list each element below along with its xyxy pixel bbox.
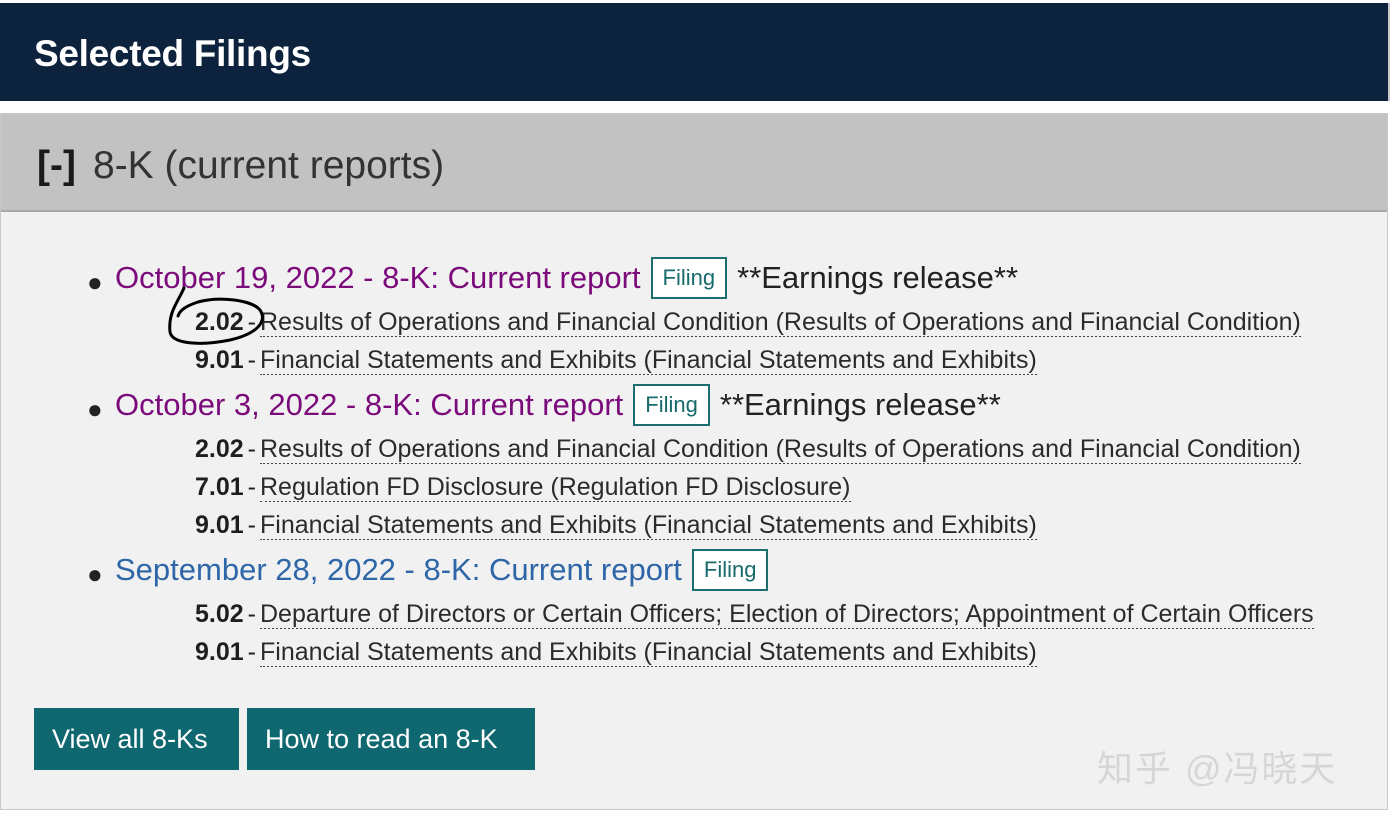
filing-entry: September 28, 2022 - 8-K: Current report… [115, 549, 769, 591]
filing-link[interactable]: October 19, 2022 - 8-K: Current report [115, 260, 641, 295]
filing-link[interactable]: September 28, 2022 - 8-K: Current report [115, 552, 682, 587]
filing-entry: October 19, 2022 - 8-K: Current report F… [115, 257, 1018, 299]
section-title[interactable]: 8-K (current reports) [93, 144, 445, 187]
item-link[interactable]: Financial Statements and Exhibits (Finan… [260, 346, 1037, 375]
item-number: 9.01 [195, 638, 244, 666]
item-dash: - [247, 435, 256, 463]
item-number: 2.02 [195, 435, 244, 463]
item-link[interactable]: Financial Statements and Exhibits (Finan… [260, 511, 1037, 540]
item-row: 7.01- Regulation FD Disclosure (Regulatio… [195, 473, 1355, 502]
item-link[interactable]: Financial Statements and Exhibits (Finan… [260, 638, 1037, 667]
collapse-toggle[interactable]: [-] [37, 144, 76, 187]
filing-badge[interactable]: Filing [650, 257, 728, 299]
watermark: 知乎 @冯晓天 [1097, 748, 1338, 789]
item-dash: - [247, 600, 256, 628]
filing-badge[interactable]: Filing [691, 549, 769, 591]
filing-note: **Earnings release** [737, 260, 1019, 295]
item-number: 7.01 [195, 473, 244, 501]
item-row: 2.02- Results of Operations and Financial… [195, 308, 1355, 337]
handwritten-circle-annotation [168, 286, 264, 345]
item-link[interactable]: Results of Operations and Financial Cond… [260, 308, 1301, 337]
item-row: 9.01- Financial Statements and Exhibits (… [195, 638, 1355, 667]
item-link[interactable]: Results of Operations and Financial Cond… [260, 435, 1301, 464]
item-row: 9.01- Financial Statements and Exhibits (… [195, 346, 1355, 375]
how-to-read-8k-button[interactable]: How to read an 8-K [247, 708, 535, 770]
bullet-icon: ● [87, 394, 103, 424]
item-link[interactable]: Regulation FD Disclosure (Regulation FD … [260, 473, 851, 502]
filing-entry: October 3, 2022 - 8-K: Current report Fi… [115, 384, 1001, 426]
item-number: 9.01 [195, 511, 244, 539]
item-dash: - [247, 638, 256, 666]
filings-panel: [-] 8-K (current reports) ● October 19, … [0, 113, 1388, 810]
item-link[interactable]: Departure of Directors or Certain Office… [260, 600, 1314, 629]
view-all-8ks-button[interactable]: View all 8-Ks [34, 708, 239, 770]
filing-badge[interactable]: Filing [633, 384, 710, 426]
bullet-icon: ● [87, 267, 103, 297]
item-row: 5.02- Departure of Directors or Certain O… [195, 600, 1355, 629]
item-dash: - [247, 511, 256, 539]
item-row: 2.02- Results of Operations and Financial… [195, 435, 1355, 464]
header-bar: Selected Filings [0, 3, 1390, 101]
page-title: Selected Filings [34, 33, 311, 74]
filing-link[interactable]: October 3, 2022 - 8-K: Current report [115, 387, 624, 422]
item-number: 5.02 [195, 600, 244, 628]
item-dash: - [247, 473, 256, 501]
section-header: [-] 8-K (current reports) [1, 114, 1387, 212]
filing-note: **Earnings release** [719, 387, 1001, 422]
bullet-icon: ● [87, 559, 103, 589]
item-row: 9.01- Financial Statements and Exhibits (… [195, 511, 1355, 540]
